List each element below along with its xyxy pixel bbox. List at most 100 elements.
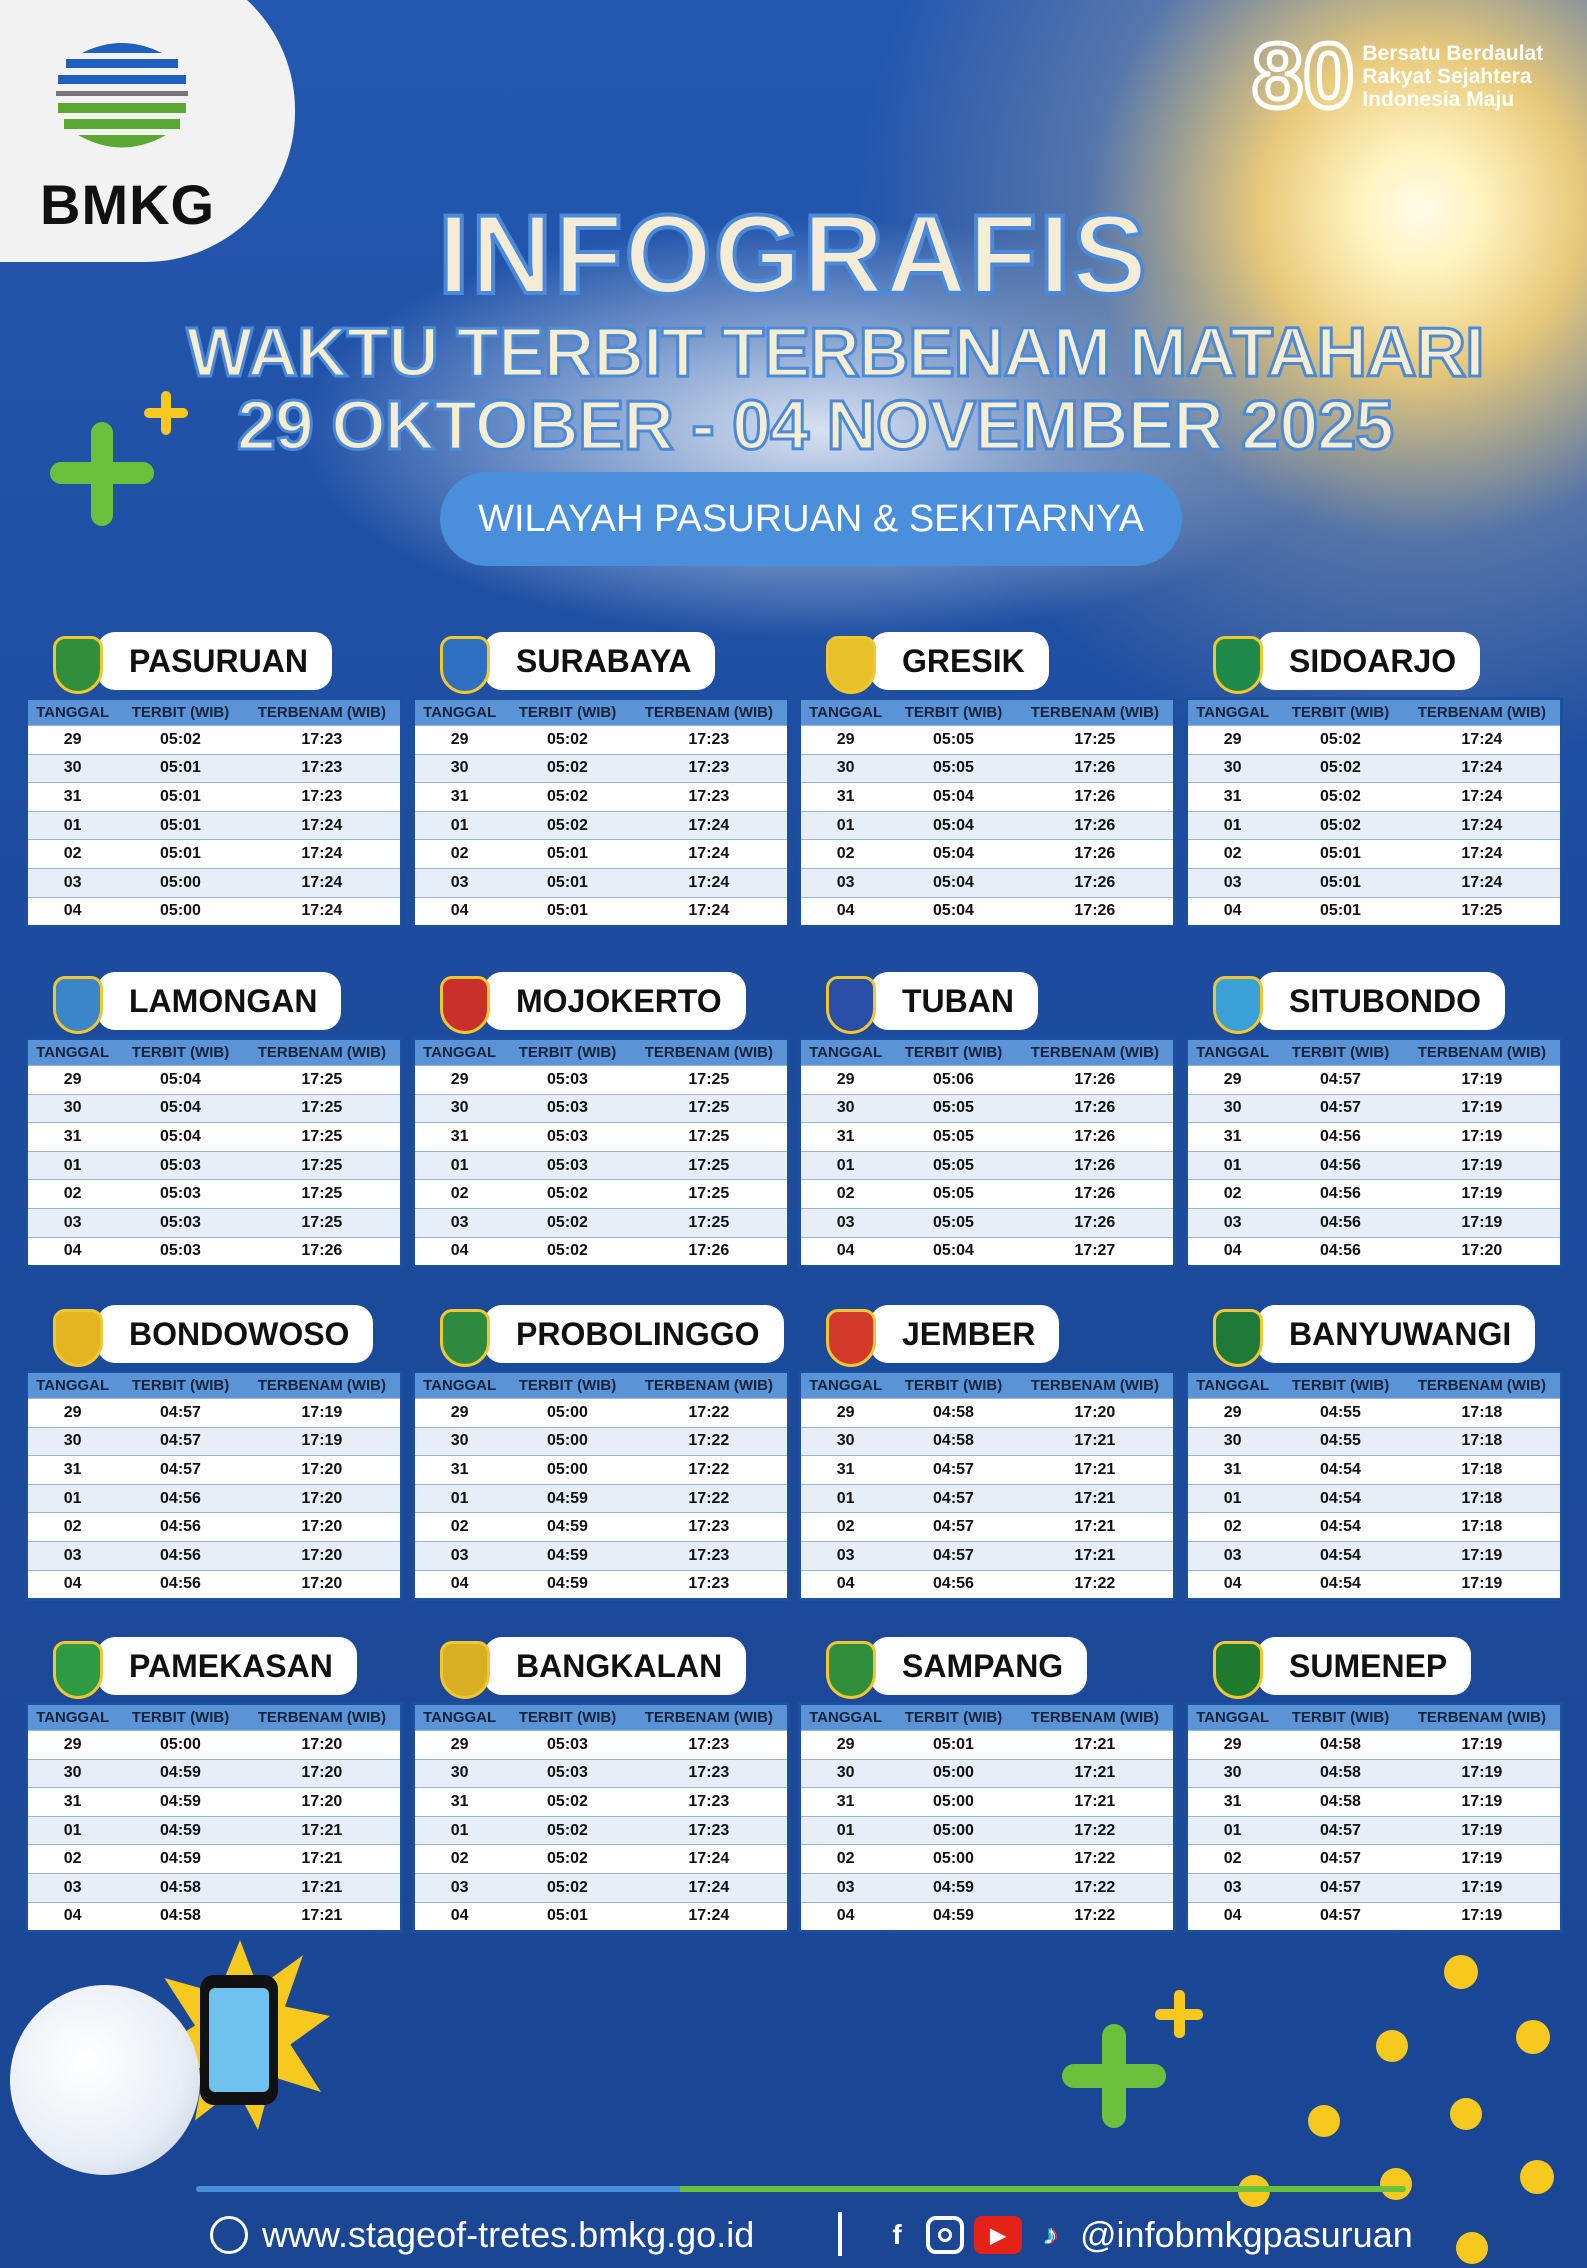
- table-row: 03 05:04 17:26: [801, 867, 1173, 897]
- table-row: 30 04:59 17:20: [28, 1758, 400, 1788]
- table-header: TANGGAL TERBIT (WIB) TERBENAM (WIB): [1188, 1040, 1560, 1065]
- date-cell: 03: [1223, 1878, 1242, 1896]
- sunset-cell: 17:22: [1074, 1821, 1116, 1839]
- date-cell: 03: [836, 1213, 855, 1231]
- sunrise-cell: 04:57: [1320, 1821, 1361, 1839]
- table-row: 31 04:57 17:20: [28, 1455, 400, 1484]
- sunrise-cell: 05:03: [160, 1185, 201, 1203]
- table-row: 30 05:01 17:23: [28, 753, 400, 783]
- table-row: 31 04:54 17:18: [1188, 1455, 1560, 1484]
- date-cell: 03: [63, 1546, 82, 1564]
- sunrise-cell: 04:56: [160, 1518, 201, 1536]
- sunrise-cell: 05:04: [933, 1242, 974, 1260]
- region-emblem-icon: [440, 636, 490, 694]
- sunrise-cell: 05:04: [160, 1127, 201, 1145]
- table-row: 01 04:56 17:20: [28, 1483, 400, 1513]
- sunset-cell: 17:26: [1074, 787, 1116, 805]
- sunrise-cell: 04:56: [933, 1575, 974, 1593]
- date-cell: 29: [450, 1070, 469, 1088]
- table-row: 30 04:58 17:21: [801, 1426, 1173, 1456]
- date-cell: 01: [63, 1489, 82, 1507]
- sunrise-cell: 05:03: [547, 1127, 588, 1145]
- sunset-cell: 17:22: [688, 1403, 730, 1421]
- column-header: TERBENAM (WIB): [1030, 1377, 1160, 1394]
- sunrise-cell: 05:02: [1320, 816, 1361, 834]
- sunrise-cell: 04:58: [933, 1403, 974, 1421]
- sunset-cell: 17:21: [301, 1878, 343, 1896]
- sun-times-table: TANGGAL TERBIT (WIB) TERBENAM (WIB) 29 05:02…: [1185, 697, 1563, 929]
- sunrise-cell: 04:59: [547, 1575, 588, 1593]
- sunrise-cell: 05:01: [547, 845, 588, 863]
- table-row: 02 04:59 17:23: [415, 1512, 787, 1541]
- date-cell: 03: [450, 873, 469, 891]
- facebook-icon[interactable]: f: [892, 2219, 902, 2250]
- sunrise-cell: 04:56: [1320, 1156, 1361, 1174]
- sun-times-table: TANGGAL TERBIT (WIB) TERBENAM (WIB) 29 04:58…: [1185, 1702, 1563, 1934]
- sunset-cell: 17:26: [1074, 902, 1116, 920]
- footer-separator: [838, 2212, 842, 2256]
- table-row: 01 05:05 17:26: [801, 1150, 1173, 1180]
- region-name: TUBAN: [870, 972, 1038, 1030]
- sunrise-cell: 04:54: [1320, 1575, 1361, 1593]
- region-name: LAMONGAN: [97, 972, 342, 1030]
- table-row: 04 05:02 17:26: [415, 1236, 787, 1266]
- tiktok-icon[interactable]: ♪: [1044, 2219, 1058, 2250]
- sunrise-cell: 04:57: [1320, 1907, 1361, 1925]
- sunset-cell: 17:21: [1074, 1792, 1116, 1810]
- date-cell: 03: [450, 1878, 469, 1896]
- date-cell: 29: [1223, 1070, 1242, 1088]
- bmkg-logo-icon: [56, 43, 188, 148]
- table-row: 01 05:01 17:24: [28, 810, 400, 840]
- sunrise-cell: 05:05: [933, 1127, 974, 1145]
- social-handle[interactable]: @infobmkgpasuruan: [1080, 2214, 1413, 2255]
- sunrise-cell: 05:03: [547, 1156, 588, 1174]
- column-header: TERBENAM (WIB): [1417, 1044, 1547, 1061]
- sunrise-cell: 04:57: [1320, 1099, 1361, 1117]
- table-header: TANGGAL TERBIT (WIB) TERBENAM (WIB): [28, 700, 400, 725]
- sunrise-cell: 04:55: [1320, 1432, 1361, 1450]
- sunset-cell: 17:19: [1461, 1099, 1503, 1117]
- table-row: 29 05:02 17:24: [1188, 725, 1560, 754]
- sunset-cell: 17:24: [688, 1850, 730, 1868]
- youtube-icon[interactable]: ▶: [974, 2216, 1022, 2254]
- table-row: 31 05:01 17:23: [28, 782, 400, 811]
- table-row: 31 05:00 17:22: [415, 1455, 787, 1484]
- column-header: TANGGAL: [809, 1044, 883, 1061]
- sunset-cell: 17:19: [1461, 1127, 1503, 1145]
- date-cell: 29: [1223, 730, 1242, 748]
- sunrise-cell: 05:03: [547, 1764, 588, 1782]
- instagram-icon[interactable]: [926, 2216, 964, 2254]
- sunrise-cell: 05:02: [547, 730, 588, 748]
- date-cell: 29: [450, 1403, 469, 1421]
- date-cell: 04: [836, 1242, 855, 1260]
- sunrise-cell: 05:04: [933, 845, 974, 863]
- date-cell: 02: [450, 1518, 469, 1536]
- sunset-cell: 17:20: [301, 1735, 343, 1753]
- table-row: 04 04:58 17:21: [28, 1901, 400, 1931]
- date-cell: 03: [450, 1213, 469, 1231]
- table-row: 31 04:56 17:19: [1188, 1122, 1560, 1151]
- sunset-cell: 17:24: [688, 816, 730, 834]
- sunrise-cell: 05:02: [547, 1242, 588, 1260]
- date-cell: 31: [63, 1460, 82, 1478]
- sunset-cell: 17:23: [301, 730, 343, 748]
- table-row: 03 04:57 17:21: [801, 1540, 1173, 1570]
- table-row: 04 05:01 17:25: [1188, 896, 1560, 926]
- region-card: MOJOKERTO TANGGAL TERBIT (WIB) TERBENAM (WI…: [412, 972, 790, 1272]
- column-header: TERBENAM (WIB): [1030, 1709, 1160, 1726]
- column-header: TERBENAM (WIB): [1417, 1709, 1547, 1726]
- table-row: 29 05:03 17:25: [415, 1065, 787, 1094]
- table-row: 29 04:55 17:18: [1188, 1398, 1560, 1427]
- table-row: 03 04:59 17:23: [415, 1540, 787, 1570]
- sunrise-cell: 05:04: [160, 1099, 201, 1117]
- anniversary-number: 80: [1249, 25, 1356, 127]
- table-row: 31 05:04 17:25: [28, 1122, 400, 1151]
- column-header: TERBIT (WIB): [904, 1377, 1003, 1394]
- sun-times-table: TANGGAL TERBIT (WIB) TERBENAM (WIB) 29 05:05…: [798, 697, 1176, 929]
- sun-times-table: TANGGAL TERBIT (WIB) TERBENAM (WIB) 29 04:57…: [1185, 1037, 1563, 1269]
- date-cell: 01: [450, 816, 469, 834]
- sunset-cell: 17:19: [1461, 1850, 1503, 1868]
- date-cell: 31: [1223, 1460, 1242, 1478]
- website-link[interactable]: www.stageof-tretes.bmkg.go.id: [262, 2214, 755, 2255]
